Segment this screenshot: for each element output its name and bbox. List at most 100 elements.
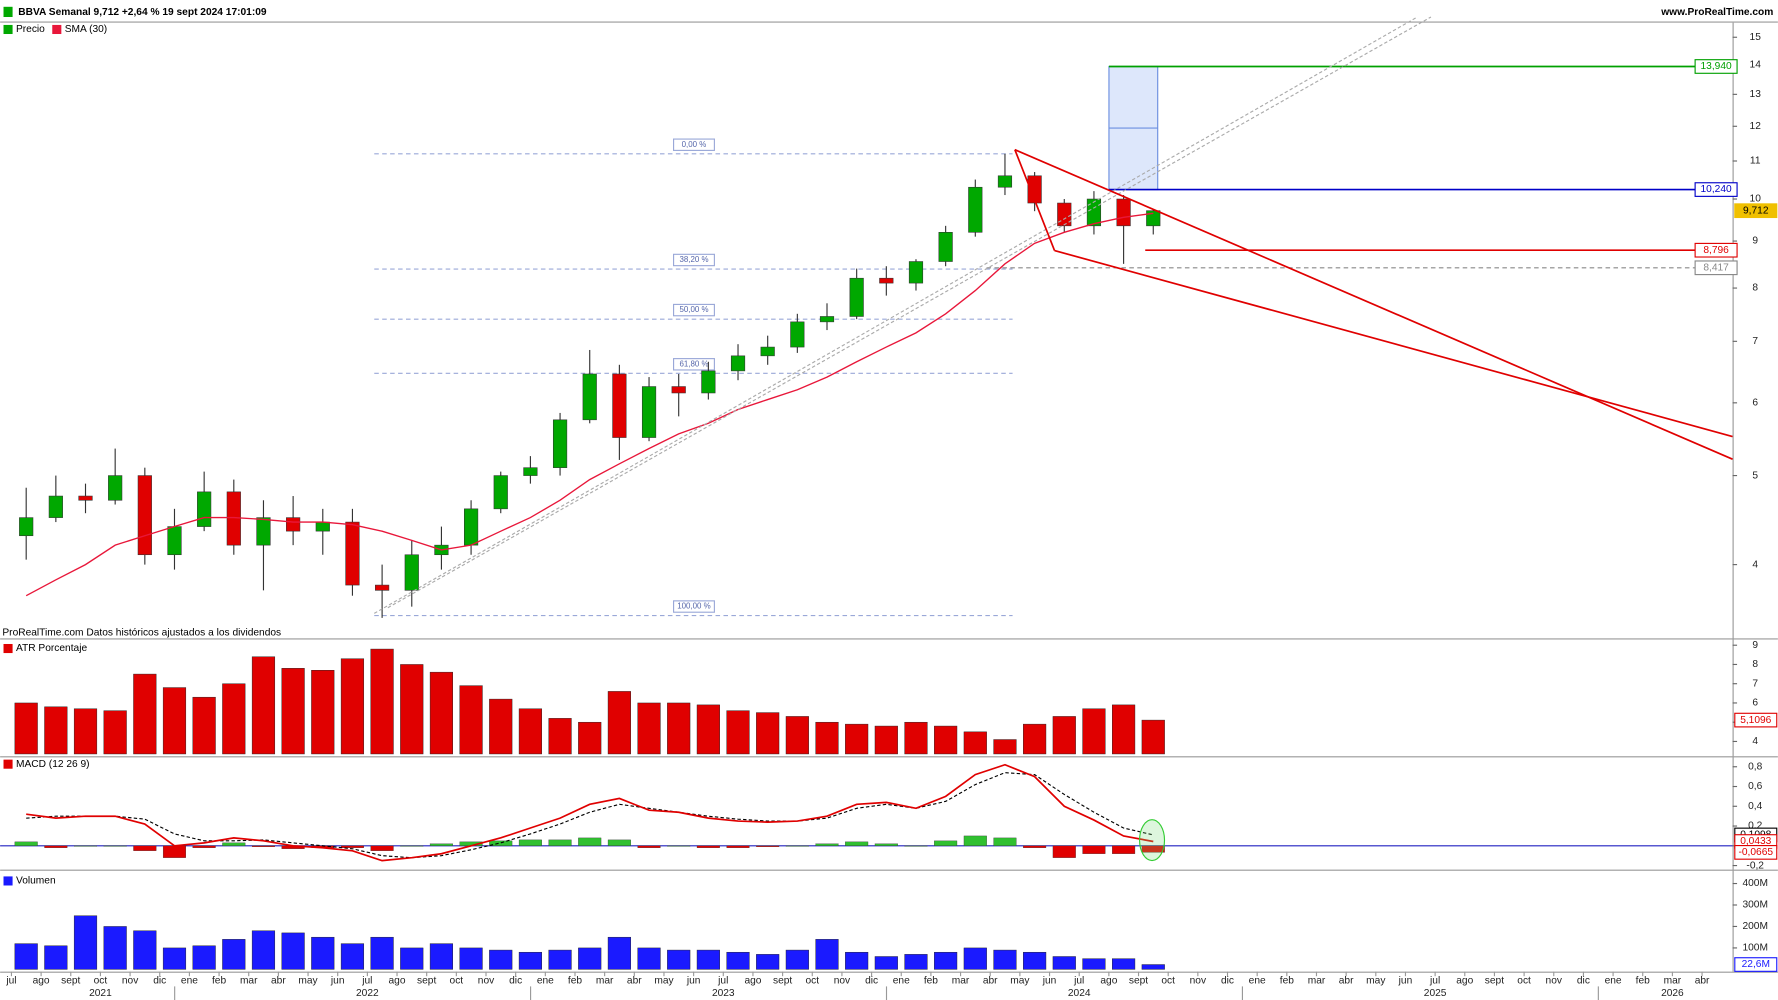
y-tick-label: 8 <box>1752 659 1758 670</box>
bar <box>489 949 513 970</box>
x-tick-label: sept <box>1485 975 1504 986</box>
x-tick-label: abr <box>627 975 642 986</box>
y-tick-label: 0,4 <box>1748 801 1762 812</box>
bar <box>340 658 365 755</box>
histogram-bar <box>667 845 691 847</box>
x-tick-label: oct <box>94 975 108 986</box>
y-tick-label: 8 <box>1752 283 1758 294</box>
year-label: 2024 <box>1068 988 1091 999</box>
bar <box>815 721 839 755</box>
candle-body <box>78 495 93 501</box>
legend-label: SMA (30) <box>65 24 107 35</box>
candle-body <box>938 232 953 262</box>
x-tick-label: ene <box>1605 975 1622 986</box>
histogram-bar <box>993 837 1017 846</box>
x-tick-label: may <box>654 975 674 986</box>
bar <box>281 668 305 755</box>
bar <box>1023 951 1047 970</box>
x-tick-label: oct <box>450 975 464 986</box>
histogram-bar <box>340 845 364 848</box>
macd-line <box>26 763 1154 862</box>
x-tick-label: jun <box>1398 975 1413 986</box>
x-tick-label: abr <box>271 975 286 986</box>
candle-body <box>879 277 894 284</box>
candle-body <box>730 355 746 372</box>
x-tick-label: nov <box>1546 975 1563 986</box>
value-label-box <box>1734 957 1778 972</box>
bar <box>311 670 335 755</box>
legend-label: Volumen <box>16 876 56 887</box>
candle-body <box>582 373 597 421</box>
fib-label: 100,00 % <box>677 602 710 611</box>
value-label: 8,417 <box>1694 260 1738 276</box>
bar <box>400 947 424 970</box>
bar <box>459 947 483 970</box>
highlight <box>1139 819 1166 862</box>
bar <box>785 716 809 755</box>
bar <box>1112 704 1136 755</box>
bar <box>667 949 691 970</box>
candle-body <box>671 386 686 394</box>
x-tick-label: sept <box>1129 975 1148 986</box>
candle-body <box>641 386 657 438</box>
candle-body <box>167 526 182 556</box>
histogram-bar <box>429 843 453 846</box>
x-tick-label: dic <box>1221 975 1234 986</box>
bar <box>845 951 869 970</box>
value-label: 10,240 <box>1694 182 1738 197</box>
bar <box>934 725 958 755</box>
bar <box>133 930 157 970</box>
candle-body <box>1027 175 1042 204</box>
bar <box>1082 958 1106 970</box>
x-tick-label: nov <box>834 975 851 986</box>
bar <box>429 671 453 755</box>
candle-body <box>552 419 568 468</box>
x-tick-label: sept <box>61 975 80 986</box>
bar <box>904 954 928 970</box>
x-tick-label: abr <box>1695 975 1710 986</box>
histogram-bar <box>14 841 38 846</box>
bar <box>162 947 187 970</box>
x-tick-label: abr <box>983 975 998 986</box>
x-tick-label: jul <box>361 975 372 986</box>
candle-body <box>345 521 360 586</box>
value-label-text: 8,796 <box>1703 245 1729 256</box>
y-tick-label: 0,8 <box>1748 761 1762 772</box>
x-tick-label: jun <box>330 975 345 986</box>
histogram-bar <box>133 845 157 851</box>
bar <box>103 926 127 970</box>
x-tick-label: nov <box>1190 975 1207 986</box>
bar <box>222 939 246 970</box>
candle-body <box>1086 198 1102 227</box>
bar <box>311 936 335 970</box>
candle-body <box>612 373 627 438</box>
bar <box>340 943 365 970</box>
x-tick-label: nov <box>122 975 139 986</box>
x-tick-label: ago <box>744 975 761 986</box>
x-tick-label: mar <box>240 975 258 986</box>
y-tick-label: 0,2 <box>1748 821 1762 832</box>
trend-line <box>1054 249 1733 438</box>
value-label: 13,940 <box>1694 59 1738 74</box>
legend-label: ATR Porcentaje <box>16 643 87 654</box>
x-tick-label: ago <box>1100 975 1117 986</box>
year-label: 2022 <box>356 988 379 999</box>
histogram-bar <box>874 843 898 846</box>
x-tick-label: jun <box>1042 975 1057 986</box>
histogram-bar <box>103 845 127 847</box>
x-tick-label: may <box>1010 975 1030 986</box>
histogram-bar <box>548 839 572 846</box>
candle-body <box>1146 210 1161 227</box>
candle-body <box>256 517 271 546</box>
candle-body <box>493 475 508 510</box>
candle-body <box>137 475 152 556</box>
signal-line <box>26 772 1154 859</box>
histogram-bar <box>934 840 958 846</box>
x-tick-label: mar <box>952 975 970 986</box>
candle-body <box>997 175 1013 188</box>
y-tick-label: 13 <box>1750 89 1762 100</box>
candle-body <box>701 370 716 394</box>
bar <box>1052 956 1076 970</box>
candle-body <box>404 554 419 591</box>
